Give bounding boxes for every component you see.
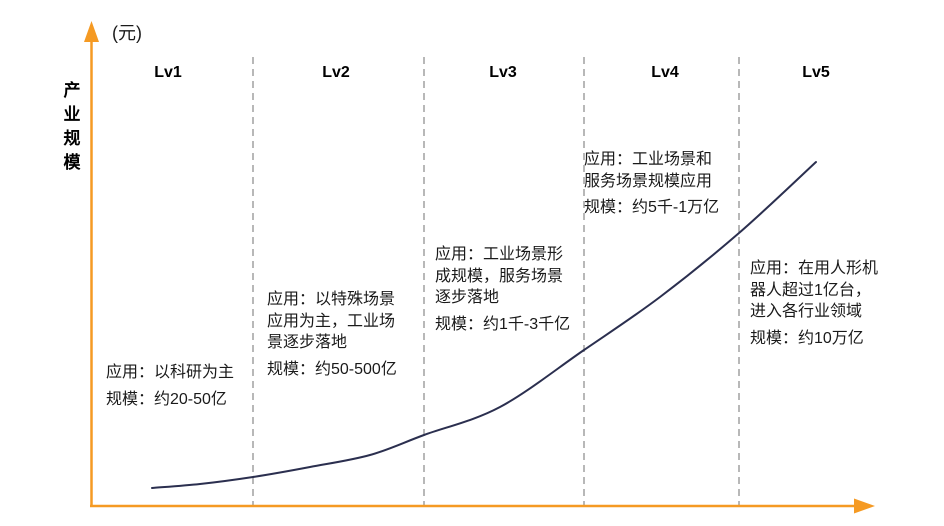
scale-line: 规模：约50-500亿 (267, 360, 397, 378)
scale-line: 规模：约5千-1万亿 (584, 199, 720, 216)
level-annotation-lv2: 应用：以特殊场景 应用为主，工业场 景逐步落地规模：约50-500亿 (267, 289, 397, 380)
application-line: 逐步落地 (435, 289, 500, 306)
level-header-lv2: Lv2 (322, 64, 350, 81)
scale-line: 规模：约20-50亿 (106, 390, 227, 408)
application-line: 应用：在用人形机 (750, 260, 879, 277)
growth-curve (151, 161, 817, 489)
level-annotation-lv4: 应用：工业场景和 服务场景规模应用 规模：约5千-1万亿 (584, 149, 719, 219)
level-annotation-lv5: 应用：在用人形机 器人超过1亿台， 进入各行业领域 规模：约10万亿 (750, 258, 878, 349)
level-header-lv3: Lv3 (489, 64, 517, 81)
application-line: 服务场景规模应用 (584, 172, 713, 190)
application-line: 成规模，服务场景 (435, 267, 564, 285)
application-line: 应用：以科研为主 (106, 364, 235, 381)
level-annotation-lv3: 应用：工业场景形 成规模，服务场景 逐步落地规模：约1千-3千亿 (435, 244, 570, 335)
x-axis-arrowhead-icon (854, 498, 875, 514)
application-line: 进入各行业领域 (750, 303, 863, 320)
y-axis-arrowhead-icon (84, 21, 99, 42)
level-annotation-lv1: 应用：以科研为主 规模：约20-50亿 (106, 362, 234, 410)
application-line: 应用：以特殊场景 (267, 291, 396, 308)
application-line: 器人超过1亿台， (750, 281, 871, 299)
scale-line: 规模：约1千-3千亿 (435, 315, 571, 333)
level-header-lv4: Lv4 (651, 64, 679, 81)
level-header-lv5: Lv5 (802, 64, 830, 81)
y-axis-title: 产业规模 (63, 81, 81, 172)
zone-dividers (252, 57, 740, 505)
scale-line: 规模：约10万亿 (750, 329, 864, 347)
y-axis-unit-label: (元) (112, 23, 142, 43)
application-line: 应用：工业场景形 (435, 246, 564, 263)
level-header-lv1: Lv1 (154, 64, 182, 81)
application-line: 景逐步落地 (267, 334, 348, 351)
application-line: 应用：工业场景和 (584, 151, 713, 168)
application-line: 应用为主，工业场 (267, 312, 396, 330)
